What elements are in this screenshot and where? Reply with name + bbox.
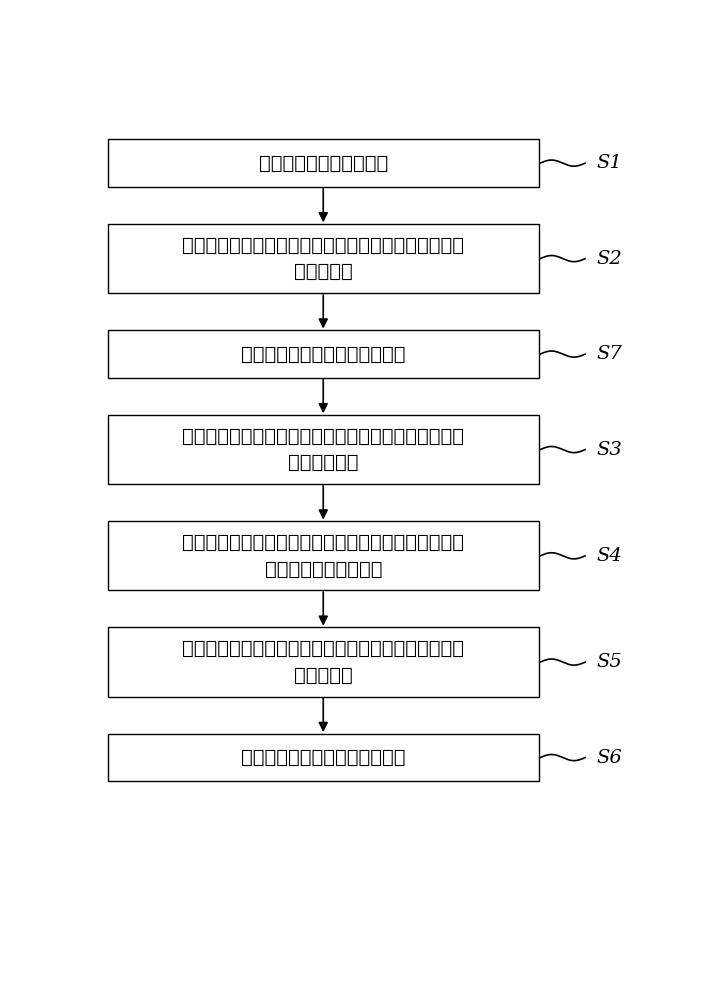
Text: S4: S4 [597, 547, 623, 565]
Text: 获取目标车辆的行驶速度: 获取目标车辆的行驶速度 [258, 154, 388, 173]
Text: S6: S6 [597, 749, 623, 767]
Text: 若可以通行，生成第一提示信息: 若可以通行，生成第一提示信息 [241, 748, 406, 767]
Bar [107, 627, 539, 697]
Text: 若存在车辆，根据所述路口的通行标识确定所述路口是
否可以通行: 若存在车辆，根据所述路口的通行标识确定所述路口是 否可以通行 [182, 639, 464, 685]
Text: 在所述行驶速度小于预设速度的情况下，获取所述目标
车辆的位置: 在所述行驶速度小于预设速度的情况下，获取所述目标 车辆的位置 [182, 236, 464, 281]
Bar [107, 139, 539, 187]
Bar [107, 330, 539, 378]
Text: S5: S5 [597, 653, 623, 671]
Bar [107, 521, 539, 590]
Text: S7: S7 [597, 345, 623, 363]
Bar [107, 734, 539, 781]
Text: S1: S1 [597, 154, 623, 172]
Text: 若小于第一预设距离，确定所述目标车辆前方的第二预
设距离内是否存在车辆: 若小于第一预设距离，确定所述目标车辆前方的第二预 设距离内是否存在车辆 [182, 533, 464, 579]
Bar [107, 224, 539, 293]
Text: S3: S3 [597, 441, 623, 459]
Text: S2: S2 [597, 250, 623, 268]
Bar [107, 415, 539, 484]
Text: 确定所述位置是否位于行驶区域: 确定所述位置是否位于行驶区域 [241, 345, 406, 364]
Text: 若位于行驶区域，确定所述位置与路口的距离是否小于
第一预设距离: 若位于行驶区域，确定所述位置与路口的距离是否小于 第一预设距离 [182, 427, 464, 472]
